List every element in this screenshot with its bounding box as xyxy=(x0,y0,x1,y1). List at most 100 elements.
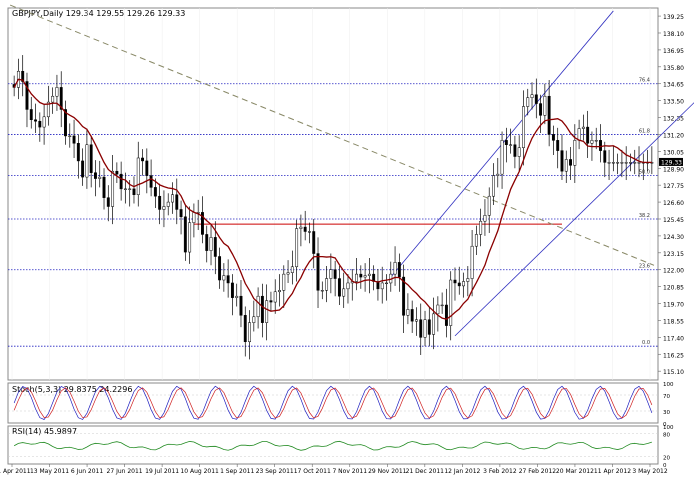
candle-body xyxy=(106,197,110,207)
candle-body xyxy=(504,140,508,145)
time-tick-label: 3 May 2012 xyxy=(632,468,667,475)
candle-body xyxy=(222,275,226,281)
candle-body xyxy=(534,94,538,104)
candle-body xyxy=(111,170,115,207)
candle-body xyxy=(38,120,42,128)
candle-body xyxy=(68,135,72,137)
candle-body xyxy=(252,316,256,323)
price-tick-label: 127.75 xyxy=(663,183,684,190)
stochastic-tick-label: 30 xyxy=(663,410,670,416)
candle-body xyxy=(278,290,281,293)
price-panel: GBPJPY,Daily 129.34 129.55 129.26 129.33 xyxy=(7,7,659,381)
price-tick-label: 126.60 xyxy=(663,200,684,207)
candle-body xyxy=(500,140,504,175)
candle-body xyxy=(55,87,59,97)
time-tick-label: 19 Jul 2011 xyxy=(145,468,179,475)
candle-body xyxy=(530,94,534,98)
candle-body xyxy=(25,81,29,110)
candle-body xyxy=(89,144,93,173)
price-tick-label: 119.70 xyxy=(663,302,684,309)
rsi-frame xyxy=(7,425,659,465)
candle-body xyxy=(179,209,183,218)
candle-body xyxy=(629,162,632,164)
candle-body xyxy=(158,195,162,210)
candle-body xyxy=(85,144,89,178)
price-tick-label: 122.00 xyxy=(663,268,684,275)
candle-body xyxy=(81,160,85,178)
candle-body xyxy=(466,278,470,282)
rsi-tick-label: 0 xyxy=(663,463,667,469)
candle-body xyxy=(423,319,427,338)
stochastic-tick-label: 70 xyxy=(663,394,670,400)
time-tick-label: 7 Nov 2011 xyxy=(332,468,367,475)
candle-body xyxy=(427,319,431,335)
price-tick-label: 138.10 xyxy=(663,31,684,38)
candle-body xyxy=(209,237,213,251)
candle-body xyxy=(406,309,410,316)
time-tick-label: 11 Apr 2012 xyxy=(594,468,631,475)
time-tick-label: 27 Jun 2011 xyxy=(107,468,143,475)
price-tick-label: 131.20 xyxy=(663,132,684,139)
time-tick-label: 12 Jan 2012 xyxy=(444,468,480,475)
candle-body xyxy=(586,126,590,144)
rsi-line xyxy=(13,440,652,451)
rsi-panel: RSI(14) 45.9897 xyxy=(7,425,659,465)
candle-body xyxy=(333,269,337,279)
candle-body xyxy=(569,159,572,166)
candle-body xyxy=(123,188,127,190)
candle-body xyxy=(337,278,341,297)
price-tick-label: 116.25 xyxy=(663,352,684,359)
candle-body xyxy=(59,87,63,110)
candle-body xyxy=(487,195,491,216)
candle-body xyxy=(444,304,448,326)
candle-body xyxy=(273,291,277,303)
candle-body xyxy=(149,175,153,188)
price-tick-label: 130.05 xyxy=(663,149,684,156)
candle-body xyxy=(243,315,247,343)
candle-body xyxy=(581,126,585,129)
rsi-tick-label: 20 xyxy=(663,455,670,461)
candle-body xyxy=(42,116,46,128)
candle-body xyxy=(175,194,179,210)
candle-body xyxy=(218,256,222,281)
fib-level-label: 0.0 xyxy=(642,340,650,346)
time-tick-label: 27 Feb 2012 xyxy=(519,468,557,475)
time-tick-label: 1 Sep 2011 xyxy=(220,468,254,475)
candle-body xyxy=(397,262,401,278)
fib-level-label: 38.2 xyxy=(639,213,650,219)
candle-body xyxy=(320,290,324,292)
candle-body xyxy=(410,309,414,322)
candle-body xyxy=(564,159,568,172)
candle-body xyxy=(355,273,358,282)
candle-body xyxy=(367,273,371,276)
candle-body xyxy=(230,282,234,298)
price-panel-frame xyxy=(7,7,659,381)
price-tick-label: 132.35 xyxy=(663,116,684,123)
candle-body xyxy=(269,300,273,303)
candle-body xyxy=(509,144,513,146)
candle-body xyxy=(308,231,311,233)
candle-body xyxy=(51,95,55,103)
candle-body xyxy=(620,162,624,164)
candle-body xyxy=(607,162,611,164)
candle-body xyxy=(29,109,33,120)
candle-body xyxy=(453,279,457,284)
candle-body xyxy=(522,106,525,148)
candle-body xyxy=(256,295,260,318)
candle-body xyxy=(119,173,123,190)
candle-body xyxy=(573,140,577,166)
candle-body xyxy=(551,134,555,141)
candle-body xyxy=(213,237,217,257)
time-tick-label: 20 Mar 2012 xyxy=(556,468,594,475)
candle-body xyxy=(513,144,517,157)
time-tick-label: 21 Dec 2011 xyxy=(406,468,445,475)
candle-body xyxy=(136,157,140,195)
candle-body xyxy=(432,313,436,335)
candle-body xyxy=(226,275,230,284)
candle-body xyxy=(115,170,119,175)
time-tick-label: 17 Oct 2011 xyxy=(294,468,331,475)
time-tick-label: 21 Apr 2011 xyxy=(0,468,31,475)
candle-body xyxy=(166,201,170,207)
price-tick-label: 115.10 xyxy=(663,369,684,376)
